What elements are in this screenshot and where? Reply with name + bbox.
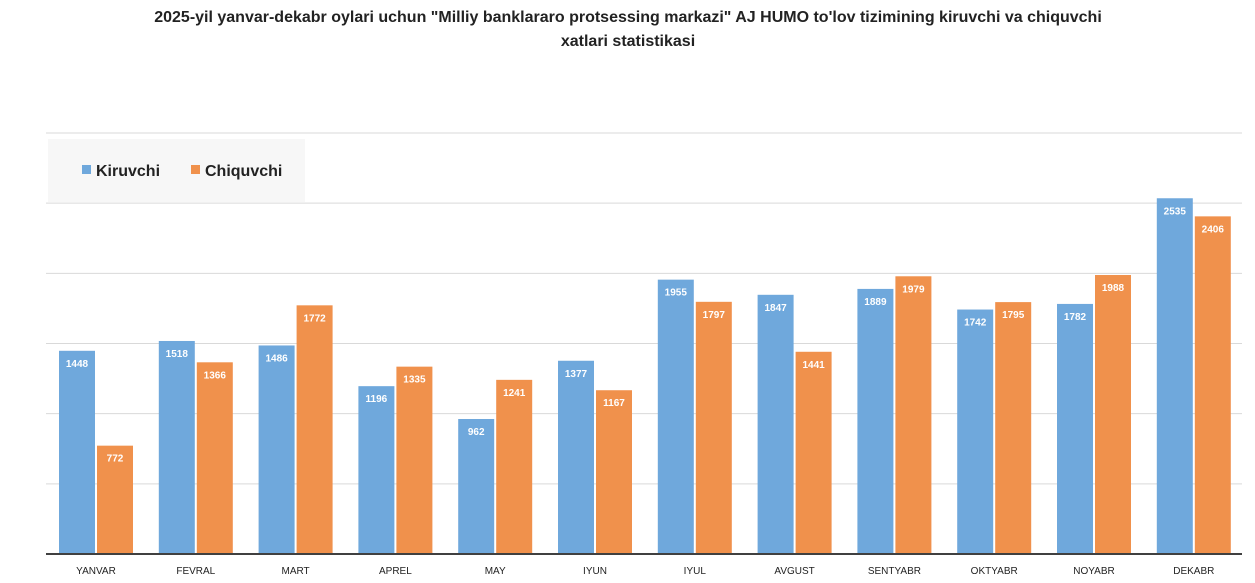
x-tick-label-noyabr: NOYABR — [1073, 566, 1115, 577]
bar-kiruvchi-mart — [258, 345, 295, 554]
bar-kiruvchi-oktyabr — [957, 309, 994, 554]
data-label-chiquvchi-noyabr: 1988 — [1102, 283, 1125, 294]
bar-chiquvchi-yanvar — [97, 445, 133, 554]
data-label-chiquvchi-may: 1241 — [503, 388, 526, 399]
bar-kiruvchi-aprel — [358, 386, 395, 554]
bar-chiquvchi-iyun — [596, 390, 632, 554]
data-label-kiruvchi-iyul: 1955 — [665, 288, 688, 299]
data-label-kiruvchi-iyun: 1377 — [565, 369, 588, 380]
data-label-kiruvchi-yanvar: 1448 — [66, 359, 89, 370]
bar-kiruvchi-yanvar — [59, 350, 95, 554]
x-tick-label-yanvar: YANVAR — [76, 566, 116, 577]
x-tick-label-fevral: FEVRAL — [176, 566, 215, 577]
x-tick-label-aprel: APREL — [379, 566, 412, 577]
bar-kiruvchi-sentyabr — [857, 288, 894, 554]
data-label-kiruvchi-oktyabr: 1742 — [964, 318, 987, 329]
data-label-chiquvchi-iyul: 1797 — [703, 310, 726, 321]
bar-chiquvchi-may — [496, 379, 533, 554]
x-tick-label-dekabr: DEKABR — [1173, 566, 1214, 577]
chart-title-line-1: 2025-yil yanvar-dekabr oylari uchun "Mil… — [154, 9, 1102, 26]
x-axis-ticks: YANVAR FEVRAL MART APREL MAY IYUN IYUL AVGUST SE… — [76, 566, 1214, 577]
x-tick-label-iyun: IYUN — [583, 566, 607, 577]
data-label-kiruvchi-noyabr: 1782 — [1064, 312, 1087, 323]
bar-kiruvchi-iyul — [657, 279, 694, 554]
bar-chiquvchi-dekabr — [1194, 216, 1231, 554]
data-label-chiquvchi-avgust: 1441 — [802, 360, 825, 371]
bar-kiruvchi-dekabr — [1156, 198, 1193, 554]
data-label-kiruvchi-mart: 1486 — [265, 353, 288, 364]
bar-kiruvchi-noyabr — [1057, 303, 1093, 554]
data-label-kiruvchi-dekabr: 2535 — [1164, 206, 1187, 217]
bar-chiquvchi-noyabr — [1095, 275, 1131, 554]
bar-chiquvchi-avgust — [795, 351, 832, 554]
data-label-chiquvchi-fevral: 1366 — [204, 370, 227, 381]
data-label-chiquvchi-oktyabr: 1795 — [1002, 310, 1025, 321]
legend-swatch-chiquvchi — [191, 165, 200, 174]
x-tick-label-oktyabr: OKTYABR — [971, 566, 1018, 577]
bar-kiruvchi-may — [458, 418, 495, 554]
data-label-chiquvchi-iyun: 1167 — [603, 398, 625, 409]
legend-label-chiquvchi: Chiquvchi — [205, 163, 282, 180]
data-label-kiruvchi-sentyabr: 1889 — [864, 297, 887, 308]
x-tick-label-sentyabr: SENTYABR — [868, 566, 921, 577]
data-label-chiquvchi-aprel: 1335 — [403, 375, 426, 386]
data-label-kiruvchi-may: 962 — [468, 427, 485, 438]
chart-title-line-2: xatlari statistikasi — [561, 33, 695, 50]
bars — [59, 198, 1231, 554]
bar-chiquvchi-sentyabr — [895, 276, 932, 554]
data-label-kiruvchi-aprel: 1196 — [366, 394, 388, 405]
data-label-kiruvchi-fevral: 1518 — [166, 349, 189, 360]
legend-label-kiruvchi: Kiruvchi — [96, 163, 160, 180]
bar-chiquvchi-mart — [296, 305, 333, 554]
bar-chiquvchi-aprel — [396, 366, 433, 554]
x-tick-label-mart: MART — [282, 566, 310, 577]
legend-swatch-kiruvchi — [82, 165, 91, 174]
data-labels: 1448 772 1518 1366 1486 1772 1196 1335 962 1241 13… — [66, 206, 1224, 464]
data-label-chiquvchi-sentyabr: 1979 — [902, 284, 925, 295]
bar-kiruvchi-avgust — [757, 294, 794, 554]
gridlines — [46, 132, 1242, 485]
bar-chiquvchi-fevral — [196, 362, 233, 554]
bar-kiruvchi-iyun — [558, 360, 594, 554]
data-label-chiquvchi-mart: 1772 — [303, 313, 326, 324]
data-label-chiquvchi-dekabr: 2406 — [1202, 224, 1225, 235]
bar-chiquvchi-oktyabr — [995, 302, 1032, 554]
data-label-kiruvchi-avgust: 1847 — [764, 303, 787, 314]
legend: Kiruvchi Chiquvchi — [48, 139, 305, 202]
bar-kiruvchi-fevral — [158, 340, 195, 554]
bar-chiquvchi-iyul — [695, 301, 732, 554]
x-tick-label-iyul: IYUL — [684, 566, 707, 577]
x-tick-label-avgust: AVGUST — [774, 566, 814, 577]
x-tick-label-may: MAY — [485, 566, 506, 577]
data-label-chiquvchi-yanvar: 772 — [107, 454, 124, 465]
